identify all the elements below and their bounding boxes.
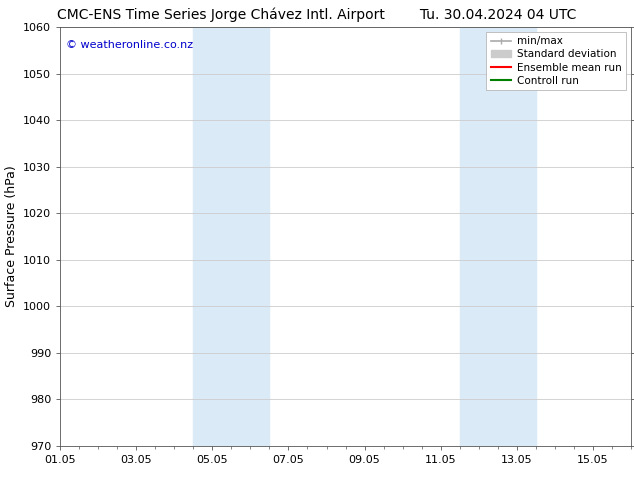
Y-axis label: Surface Pressure (hPa): Surface Pressure (hPa) (4, 166, 18, 307)
Bar (193, 27, 269, 446)
Bar (460, 27, 536, 446)
Legend: min/max, Standard deviation, Ensemble mean run, Controll run: min/max, Standard deviation, Ensemble me… (486, 32, 626, 90)
Text: CMC-ENS Time Series Jorge Chávez Intl. Airport        Tu. 30.04.2024 04 UTC: CMC-ENS Time Series Jorge Chávez Intl. A… (57, 7, 577, 22)
Text: © weatheronline.co.nz: © weatheronline.co.nz (66, 40, 193, 49)
